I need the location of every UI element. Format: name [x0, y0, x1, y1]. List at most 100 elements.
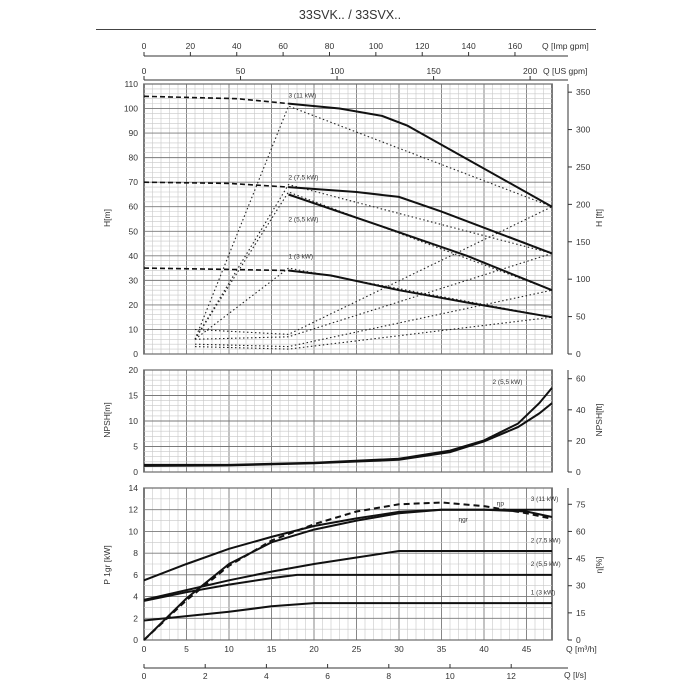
header-rule: [96, 29, 596, 30]
q-us-tick-label: 0: [142, 66, 147, 76]
head-curve: [288, 186, 553, 255]
npsh-ft-axis-label: NPSH[ft]: [594, 403, 604, 436]
npsh-right-tick-label: 0: [576, 467, 581, 477]
npsh-right-tick-label: 20: [576, 436, 586, 446]
system-curve-dotted: [194, 206, 553, 335]
q-m3h-tick-label: 45: [522, 644, 532, 654]
power-curve-label: ηp: [497, 500, 505, 507]
head-curve-label: 3 (11 kW): [289, 93, 317, 100]
efficiency-pump-curve: [143, 501, 553, 641]
p-right-tick-label: 15: [576, 608, 586, 618]
eta-axis-label: η[%]: [594, 556, 604, 573]
q-m3h-tick-label: 0: [142, 644, 147, 654]
q-us-tick-label: 50: [236, 66, 246, 76]
power-curve-label: 1 (3 kW): [531, 589, 556, 596]
h-left-tick-label: 80: [129, 153, 139, 163]
head-curve: [288, 269, 553, 319]
h-ft-axis-label: H [ft]: [594, 209, 604, 227]
q-m3h-axis-label: Q [m³/h]: [566, 644, 597, 654]
system-curve-dotted: [194, 183, 553, 340]
q-imp-tick-label: 120: [415, 41, 429, 51]
h-left-tick-label: 90: [129, 128, 139, 138]
head-curve: [288, 102, 553, 208]
q-m3h-tick-label: 40: [479, 644, 489, 654]
p-right-tick-label: 0: [576, 635, 581, 645]
q-imp-tick-label: 0: [142, 41, 147, 51]
p-left-tick-label: 8: [133, 548, 138, 558]
h-left-tick-label: 60: [129, 202, 139, 212]
head-curve-dashed: [143, 267, 289, 272]
q-us-tick-label: 100: [330, 66, 344, 76]
q-m3h-tick-label: 5: [184, 644, 189, 654]
head-grid: [143, 84, 553, 354]
system-curve-dotted: [194, 267, 553, 340]
head-curve-label: 1 (3 kW): [289, 253, 314, 260]
p-left-tick-label: 14: [129, 483, 139, 493]
power-curve-label: ηgr: [459, 517, 469, 524]
q-ls-tick-label: 6: [325, 671, 330, 681]
q-us-tick-label: 200: [523, 66, 537, 76]
power-curve-label: 2 (7,5 kW): [531, 537, 561, 544]
p-right-tick-label: 60: [576, 526, 586, 536]
chart-header-title: 33SVK.. / 33SVX..: [298, 8, 402, 22]
q-imp-tick-label: 20: [186, 41, 196, 51]
q-imp-tick-label: 160: [508, 41, 522, 51]
q-imp-tick-label: 80: [325, 41, 335, 51]
h-right-tick-label: 100: [576, 274, 590, 284]
npsh-left-tick-label: 5: [133, 442, 138, 452]
npsh-left-tick-label: 15: [129, 391, 139, 401]
h-right-tick-label: 350: [576, 87, 590, 97]
q-ls-tick-label: 4: [264, 671, 269, 681]
h-right-tick-label: 200: [576, 199, 590, 209]
p-left-tick-label: 0: [133, 635, 138, 645]
h-right-tick-label: 50: [576, 312, 586, 322]
h-left-tick-label: 110: [124, 79, 138, 89]
npsh-curve: [143, 402, 553, 467]
h-right-tick-label: 250: [576, 162, 590, 172]
h-left-tick-label: 100: [124, 104, 138, 114]
q-imp-tick-label: 40: [232, 41, 242, 51]
head-curve-dashed: [143, 181, 289, 188]
h-left-tick-label: 10: [129, 324, 139, 334]
q-m3h-tick-label: 30: [394, 644, 404, 654]
p-left-tick-label: 12: [129, 505, 139, 515]
h-left-tick-label: 40: [129, 251, 139, 261]
q-ls-tick-label: 10: [445, 671, 455, 681]
power-curve-label: 2 (5,5 kW): [531, 561, 561, 568]
npsh-left-tick-label: 0: [133, 467, 138, 477]
head-curve: [288, 193, 553, 292]
h-left-tick-label: 70: [129, 177, 139, 187]
power-curve: [143, 550, 552, 601]
p-right-tick-label: 30: [576, 581, 586, 591]
system-curve-dotted: [194, 289, 553, 348]
q-m3h-tick-label: 25: [352, 644, 362, 654]
p-right-tick-label: 45: [576, 554, 586, 564]
power-curve: [143, 573, 552, 602]
p-kw-axis-label: P 1gr [kW]: [102, 545, 112, 585]
h-right-tick-label: 150: [576, 237, 590, 247]
npsh-left-tick-label: 20: [129, 365, 139, 375]
head-curve-label: 2 (5,5 kW): [289, 216, 319, 223]
h-left-tick-label: 0: [133, 349, 138, 359]
q-ls-axis-label: Q [l/s]: [564, 670, 586, 680]
head-curve-dashed: [143, 95, 289, 105]
q-us-tick-label: 150: [426, 66, 440, 76]
p-left-tick-label: 4: [133, 592, 138, 602]
p-hgrid: [144, 487, 552, 641]
q-ls-tick-label: 2: [203, 671, 208, 681]
p-left-tick-label: 2: [133, 613, 138, 623]
h-left-tick-label: 20: [129, 300, 139, 310]
q-imp-tick-label: 100: [369, 41, 383, 51]
npsh-right-tick-label: 60: [576, 374, 586, 384]
q-imp-axis-label: Q [Imp gpm]: [542, 41, 589, 51]
q-ls-tick-label: 8: [386, 671, 391, 681]
q-m3h-tick-label: 15: [267, 644, 277, 654]
npsh-left-tick-label: 10: [129, 416, 139, 426]
q-m3h-tick-label: 35: [437, 644, 447, 654]
h-left-tick-label: 30: [129, 275, 139, 285]
q-ls-tick-label: 0: [142, 671, 147, 681]
q-imp-tick-label: 60: [278, 41, 288, 51]
npsh-right-tick-label: 40: [576, 405, 586, 415]
q-m3h-tick-label: 10: [224, 644, 234, 654]
